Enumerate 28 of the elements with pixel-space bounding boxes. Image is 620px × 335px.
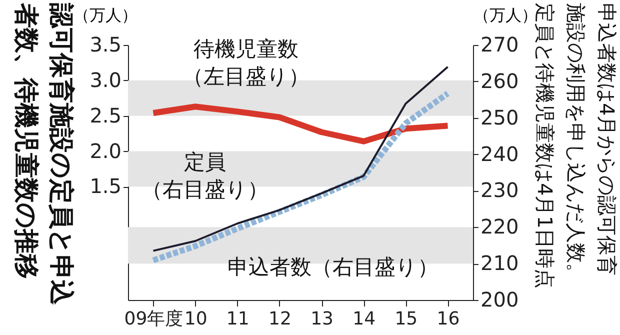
text: 申込者数は4月からの認可保育施設の利用を申し込んだ人数。定員と待機児童数は4月1日時点 [533, 3, 619, 288]
x-tick-label: 15 [394, 308, 418, 330]
y2-tick-label: 260 [480, 68, 519, 93]
x-tick-label: 10 [184, 308, 208, 330]
y2-tick-label: 210 [480, 251, 519, 276]
y2-tick-label: 270 [480, 32, 519, 56]
x-tick-label: 11 [226, 308, 250, 330]
y2-tick-label: 200 [480, 288, 519, 312]
x-tick-label: 16 [436, 308, 460, 330]
y-tick-label: 3.5 [90, 32, 122, 56]
series-label: 申込者数（右目盛り） [228, 255, 438, 279]
x-tick-label: 09年度 [124, 308, 184, 330]
y2-tick-label: 250 [480, 105, 519, 130]
series-label: 待機児童数（左目盛り） [182, 37, 310, 88]
y-tick-label: 2.5 [90, 103, 122, 128]
y-axis-title: （万人） [74, 6, 138, 24]
y2-tick-label: 240 [480, 142, 519, 166]
y2-tick-label: 230 [480, 178, 519, 202]
line-series [152, 66, 449, 252]
text: 認可保育施設の定員と申込者数、待機児童数の推移 [12, 2, 76, 305]
x-tick-label: 12 [268, 308, 292, 330]
y-tick-label: 2.0 [90, 138, 122, 163]
series-label: 定員（右目盛り） [142, 150, 268, 202]
y2-tick-label: 220 [480, 214, 519, 239]
x-tick-label: 13 [310, 308, 334, 330]
y-tick-label: 1.5 [90, 174, 122, 198]
x-tick-label: 14 [352, 308, 376, 330]
y-tick-label: 3.0 [90, 68, 122, 92]
